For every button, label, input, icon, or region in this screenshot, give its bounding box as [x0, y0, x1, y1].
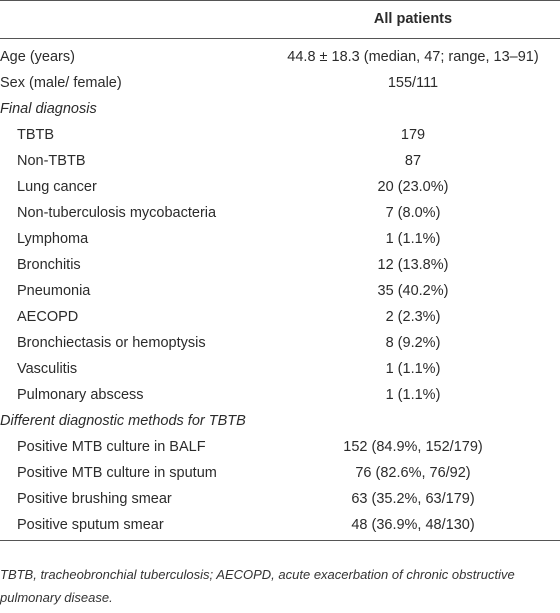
- row-value: 35 (40.2%): [377, 283, 449, 299]
- section-title: Different diagnostic methods for TBTB: [0, 413, 246, 429]
- row-label: Positive sputum smear: [17, 517, 164, 533]
- row-label: Bronchitis: [17, 257, 81, 273]
- footnote: TBTB, tracheobronchial tuberculosis; AEC…: [0, 567, 515, 605]
- row-label: Positive MTB culture in sputum: [17, 465, 217, 481]
- row-value: 48 (36.9%, 48/130): [351, 517, 475, 533]
- row-value: 87: [404, 153, 422, 169]
- row-value: 152 (84.9%, 152/179): [343, 439, 483, 455]
- column-header: All patients: [373, 11, 453, 27]
- row-value: 1 (1.1%): [385, 387, 441, 403]
- row-label: Non-tuberculosis mycobacteria: [17, 205, 217, 221]
- row-label: Pulmonary abscess: [17, 387, 144, 403]
- row-label: Non-TBTB: [17, 153, 86, 169]
- row-label: Positive MTB culture in BALF: [17, 439, 206, 455]
- row-value: 8 (9.2%): [385, 335, 441, 351]
- row-value: 63 (35.2%, 63/179): [351, 491, 475, 507]
- row-label: Age (years): [0, 49, 75, 65]
- row-value: 76 (82.6%, 76/92): [355, 465, 471, 481]
- row-value: 1 (1.1%): [385, 231, 441, 247]
- row-label: Vasculitis: [17, 361, 78, 377]
- bottom-rule: [0, 540, 560, 541]
- row-label: Lung cancer: [17, 179, 97, 195]
- row-label: Bronchiectasis or hemoptysis: [17, 335, 206, 351]
- row-label: AECOPD: [17, 309, 79, 325]
- row-value: 12 (13.8%): [377, 257, 449, 273]
- row-value: 1 (1.1%): [385, 361, 441, 377]
- row-label: Pneumonia: [17, 283, 91, 299]
- row-label: TBTB: [17, 127, 55, 143]
- row-value: 7 (8.0%): [385, 205, 441, 221]
- section-title: Final diagnosis: [0, 101, 97, 117]
- row-label: Sex (male/ female): [0, 75, 122, 91]
- row-value: 20 (23.0%): [377, 179, 449, 195]
- row-value: 155/111: [387, 75, 439, 91]
- row-value: 2 (2.3%): [385, 309, 441, 325]
- header-rule: [0, 38, 560, 39]
- row-label: Lymphoma: [17, 231, 89, 247]
- row-value: 44.8 ± 18.3 (median, 47; range, 13–91): [287, 49, 539, 65]
- row-value: 179: [400, 127, 426, 143]
- row-label: Positive brushing smear: [17, 491, 172, 507]
- top-rule: [0, 0, 560, 1]
